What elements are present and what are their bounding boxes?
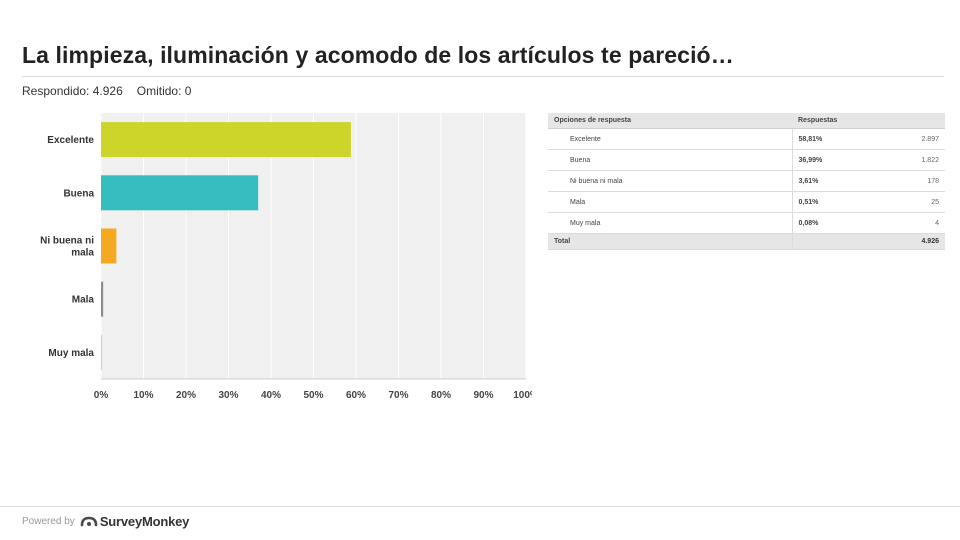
row-label: Buena — [548, 149, 792, 171]
row-percent: 0,51% — [798, 198, 819, 206]
table-header-row: Opciones de respuesta Respuestas — [548, 113, 945, 129]
table-row: Mala 0,51% 25 — [548, 191, 945, 213]
x-tick-label: 30% — [218, 390, 238, 401]
row-count: 25 — [931, 198, 939, 206]
x-tick-label: 50% — [303, 390, 323, 401]
row-percent: 0,08% — [798, 219, 819, 227]
surveymonkey-logo: SurveyMonkey — [80, 514, 189, 529]
response-summary: Respondido: 4.926 Omitido: 0 — [22, 84, 191, 98]
row-percent: 3,61% — [798, 177, 819, 185]
table-total-row: Total 4.926 — [548, 233, 945, 250]
table-row: Ni buena ni mala 3,61% 178 — [548, 170, 945, 192]
surveymonkey-logo-icon — [80, 516, 98, 527]
y-category-label: Buena — [63, 188, 94, 199]
row-percent: 36,99% — [798, 156, 823, 164]
row-count: 4 — [935, 219, 939, 227]
row-label: Mala — [548, 191, 792, 213]
x-tick-label: 60% — [346, 390, 366, 401]
y-category-label: Ni buena ni mala — [40, 236, 94, 259]
row-percent: 58,81% — [798, 135, 823, 143]
x-tick-label: 40% — [261, 390, 281, 401]
total-label: Total — [548, 233, 792, 250]
bar-ni-buena-ni-mala — [101, 228, 117, 264]
responses-table: Opciones de respuesta Respuestas Excelen… — [548, 113, 945, 250]
y-category-label: Mala — [72, 295, 95, 306]
bar-buena — [101, 175, 259, 211]
table-row: Muy mala 0,08% 4 — [548, 212, 945, 234]
table-row: Excelente 58,81% 2.897 — [548, 128, 945, 150]
header-options: Opciones de respuesta — [548, 113, 792, 129]
x-tick-label: 10% — [133, 390, 153, 401]
x-tick-label: 90% — [473, 390, 493, 401]
table-row: Buena 36,99% 1.822 — [548, 149, 945, 171]
x-tick-label: 20% — [176, 390, 196, 401]
footer-divider — [0, 506, 960, 507]
bar-excelente — [101, 122, 351, 158]
brand-name: SurveyMonkey — [99, 514, 190, 529]
row-label: Excelente — [548, 128, 792, 150]
total-count: 4.926 — [921, 238, 939, 245]
page-title: La limpieza, iluminación y acomodo de lo… — [22, 42, 734, 68]
x-tick-label: 70% — [388, 390, 408, 401]
row-label: Muy mala — [548, 212, 792, 234]
row-count: 178 — [927, 177, 939, 185]
row-count: 2.897 — [921, 135, 939, 143]
y-category-label: Excelente — [47, 135, 94, 146]
title-divider — [22, 76, 944, 77]
footer: Powered by SurveyMonkey — [22, 514, 189, 529]
skipped-count: Omitido: 0 — [136, 84, 192, 98]
powered-by-text: Powered by — [22, 516, 75, 527]
bar-chart: 0% 10% 20% 30% 40% 50% 60% 70% 80% 90% 100% Excelen… — [40, 113, 532, 401]
y-category-label: Muy mala — [48, 348, 94, 359]
bar-mala — [101, 281, 104, 317]
x-tick-label: 100% — [513, 390, 532, 401]
x-tick-label: 80% — [431, 390, 451, 401]
header-responses: Respuestas — [792, 113, 945, 129]
answered-count: Respondido: 4.926 — [22, 84, 123, 98]
row-count: 1.822 — [921, 156, 939, 164]
row-label: Ni buena ni mala — [548, 170, 792, 192]
x-tick-label: 0% — [94, 390, 109, 401]
